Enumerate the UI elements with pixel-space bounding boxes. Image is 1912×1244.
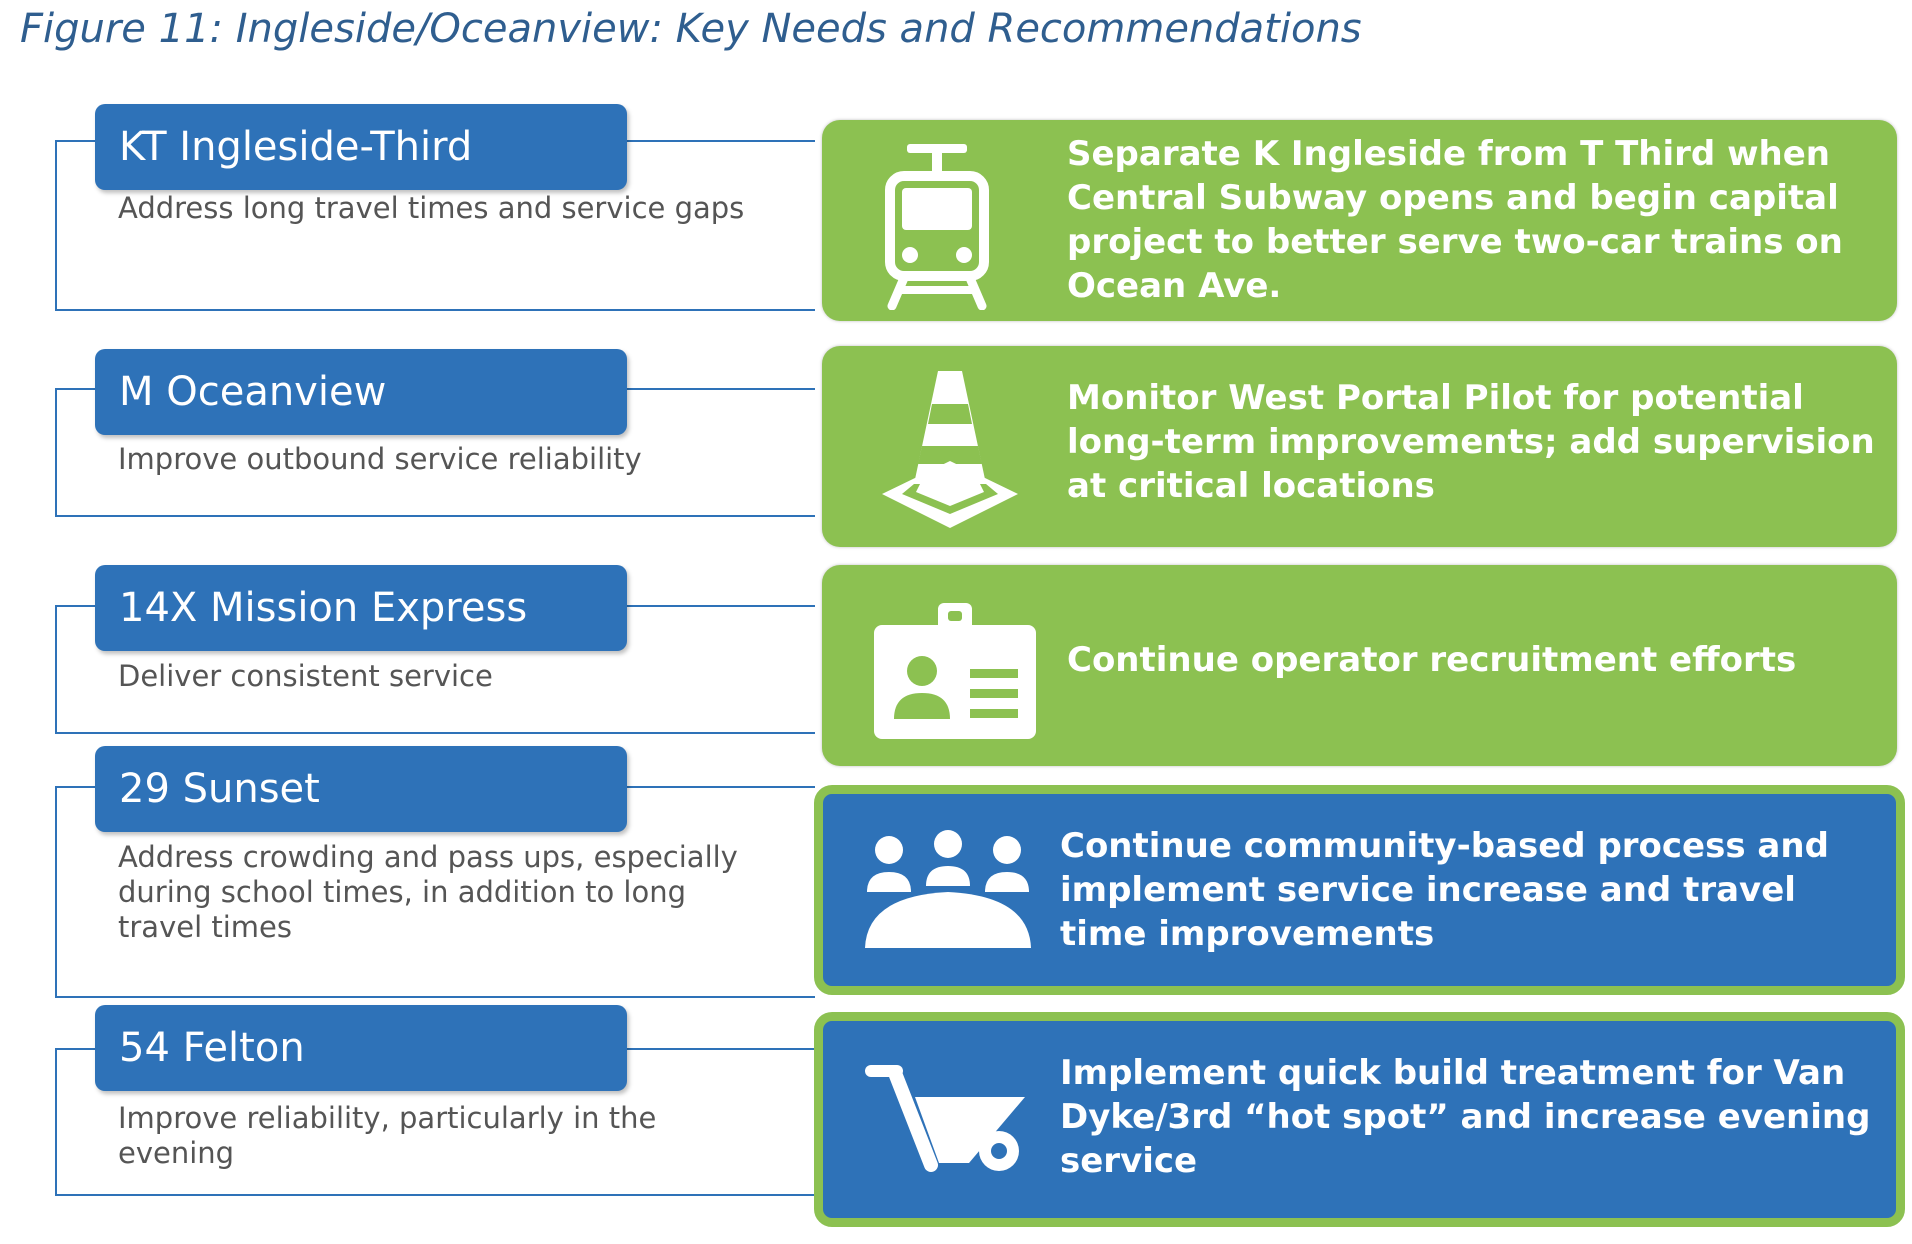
route-need: Deliver consistent service xyxy=(118,659,493,693)
recommendation-text: Continue operator recruitment efforts xyxy=(1067,640,1797,680)
recommendation-box: Monitor West Portal Pilot for potential … xyxy=(822,346,1897,547)
community-meeting-icon xyxy=(863,830,1033,950)
route-need: Address long travel times and service ga… xyxy=(118,191,745,225)
route-label-box: 29 Sunset xyxy=(95,746,627,832)
id-badge-icon xyxy=(870,601,1040,741)
wheelbarrow-icon xyxy=(865,1059,1040,1179)
recommendation-box: Implement quick build treatment for Van … xyxy=(814,1012,1905,1227)
route-need: Address crowding and pass ups, especiall… xyxy=(118,840,738,944)
route-label-box: KT Ingleside-Third xyxy=(95,104,627,190)
route-label-box: 54 Felton xyxy=(95,1005,627,1091)
route-need: Improve outbound service reliability xyxy=(118,442,642,476)
recommendation-box: Continue operator recruitment efforts xyxy=(822,565,1897,766)
recommendation-box: Continue community-based process and imp… xyxy=(814,785,1905,995)
route-name: 54 Felton xyxy=(119,1025,305,1071)
recommendation-text: Monitor West Portal Pilot for potential … xyxy=(1067,378,1875,506)
route-name: M Oceanview xyxy=(119,369,387,415)
recommendation-text: Separate K Ingleside from T Third when C… xyxy=(1067,134,1843,306)
recommendation-box: Separate K Ingleside from T Third when C… xyxy=(822,120,1897,321)
train-icon xyxy=(882,140,992,310)
route-name: KT Ingleside-Third xyxy=(119,124,473,170)
route-name: 29 Sunset xyxy=(119,766,320,812)
traffic-cone-icon xyxy=(880,366,1020,531)
recommendation-text: Implement quick build treatment for Van … xyxy=(1060,1053,1871,1181)
route-need: Improve reliability, particularly in the… xyxy=(118,1101,657,1170)
route-name: 14X Mission Express xyxy=(119,585,528,631)
route-label-box: 14X Mission Express xyxy=(95,565,627,651)
route-label-box: M Oceanview xyxy=(95,349,627,435)
recommendation-text: Continue community-based process and imp… xyxy=(1060,826,1829,954)
figure-title: Figure 11: Ingleside/Oceanview: Key Need… xyxy=(20,6,1362,52)
